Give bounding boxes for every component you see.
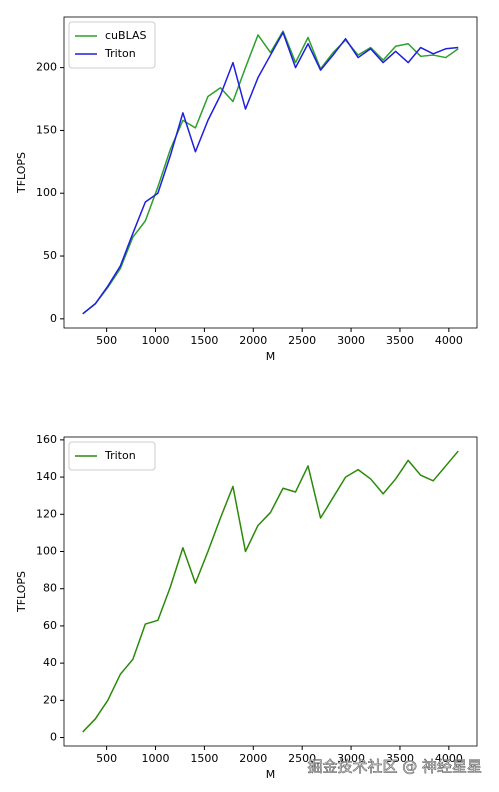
x-axis-label: M [266, 350, 276, 363]
y-tick-label: 0 [50, 731, 57, 744]
x-tick-label: 3500 [386, 752, 414, 765]
y-tick-label: 50 [43, 249, 57, 262]
y-tick-label: 100 [36, 545, 57, 558]
x-tick-label: 4000 [435, 334, 463, 347]
x-tick-label: 1500 [190, 752, 218, 765]
plot-frame [63, 16, 478, 329]
watermark: 掘金技术社区 @ 神经星星 [307, 758, 482, 776]
series-line [82, 30, 459, 315]
legend-label: Triton [104, 449, 136, 462]
y-tick-label: 60 [43, 619, 57, 632]
legend-box [68, 21, 156, 69]
y-tick-label: 160 [36, 433, 57, 446]
x-tick-label: 2000 [239, 334, 267, 347]
y-tick-label: 40 [43, 656, 57, 669]
x-tick-label: 2000 [239, 752, 267, 765]
y-tick-label: 0 [50, 312, 57, 325]
y-tick-label: 100 [36, 186, 57, 199]
x-tick-label: 500 [96, 752, 117, 765]
legend-label: cuBLAS [105, 29, 146, 42]
x-tick-label: 3000 [337, 334, 365, 347]
x-tick-label: 2500 [288, 752, 316, 765]
series-line [82, 31, 459, 315]
y-tick-label: 20 [43, 693, 57, 706]
plot-frame [63, 436, 478, 747]
y-tick-label: 150 [36, 123, 57, 136]
x-tick-label: 1000 [142, 752, 170, 765]
y-tick-label: 140 [36, 470, 57, 483]
y-axis-label: TFLOPS [15, 571, 28, 613]
x-tick-label: 1000 [142, 334, 170, 347]
x-tick-label: 500 [96, 334, 117, 347]
x-tick-label: 4000 [435, 752, 463, 765]
series-line [82, 450, 459, 733]
x-tick-label: 1500 [190, 334, 218, 347]
legend-box [68, 441, 156, 471]
y-tick-label: 200 [36, 61, 57, 74]
legend-label: Triton [104, 47, 136, 60]
y-axis-label: TFLOPS [15, 152, 28, 194]
x-tick-label: 2500 [288, 334, 316, 347]
x-tick-label: 3000 [337, 752, 365, 765]
y-tick-label: 80 [43, 582, 57, 595]
y-tick-label: 120 [36, 507, 57, 520]
x-axis-label: M [266, 768, 276, 781]
x-tick-label: 3500 [386, 334, 414, 347]
